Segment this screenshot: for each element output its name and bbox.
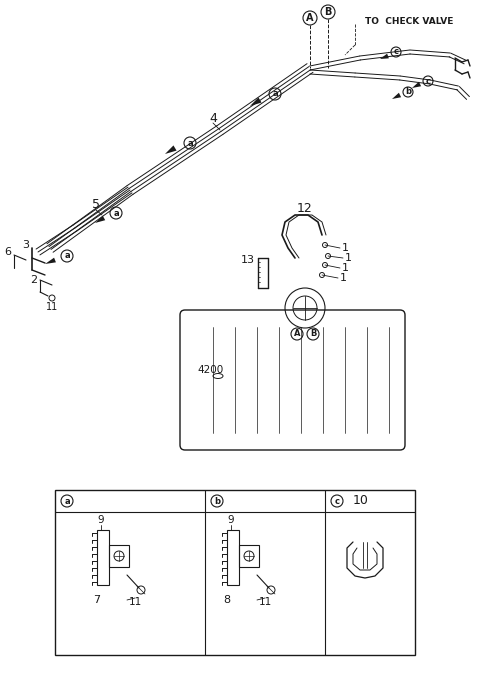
Text: 4: 4 <box>209 111 217 124</box>
Text: 11: 11 <box>128 597 142 607</box>
Text: a: a <box>187 138 193 148</box>
Text: 5: 5 <box>92 198 100 211</box>
Text: 9: 9 <box>98 515 104 525</box>
Polygon shape <box>392 92 401 99</box>
Text: 8: 8 <box>223 595 230 605</box>
Text: B: B <box>310 329 316 338</box>
Text: 12: 12 <box>297 202 313 215</box>
Polygon shape <box>380 53 389 59</box>
Text: 11: 11 <box>46 302 58 312</box>
Text: 9: 9 <box>228 515 234 525</box>
Text: B: B <box>324 7 332 17</box>
Text: c: c <box>394 47 398 57</box>
Text: A: A <box>306 13 314 23</box>
Text: 10: 10 <box>353 495 369 508</box>
Text: 2: 2 <box>30 275 37 285</box>
Polygon shape <box>45 258 56 264</box>
Bar <box>239 545 259 567</box>
Text: b: b <box>405 88 411 97</box>
Text: a: a <box>113 209 119 217</box>
Bar <box>109 545 129 567</box>
Text: a: a <box>64 497 70 506</box>
Polygon shape <box>250 97 262 106</box>
Text: a: a <box>272 90 278 99</box>
Bar <box>97 530 109 585</box>
Text: 11: 11 <box>258 597 272 607</box>
Text: 6: 6 <box>4 247 12 257</box>
Polygon shape <box>165 145 177 154</box>
Bar <box>55 490 415 655</box>
Text: 1: 1 <box>342 263 349 273</box>
Bar <box>227 530 239 585</box>
Text: a: a <box>64 252 70 261</box>
Text: c: c <box>335 497 339 506</box>
Text: 1: 1 <box>342 243 349 253</box>
Text: c: c <box>425 76 431 86</box>
Text: TO  CHECK VALVE: TO CHECK VALVE <box>365 18 454 26</box>
Text: A: A <box>294 329 300 338</box>
Text: b: b <box>214 497 220 506</box>
Text: 3: 3 <box>23 240 29 250</box>
Text: 7: 7 <box>94 595 101 605</box>
Text: 4200: 4200 <box>197 365 223 375</box>
Text: 13: 13 <box>241 255 255 265</box>
Text: 1: 1 <box>345 253 352 263</box>
Polygon shape <box>412 82 421 88</box>
Text: 1: 1 <box>340 273 347 283</box>
Polygon shape <box>95 216 105 223</box>
